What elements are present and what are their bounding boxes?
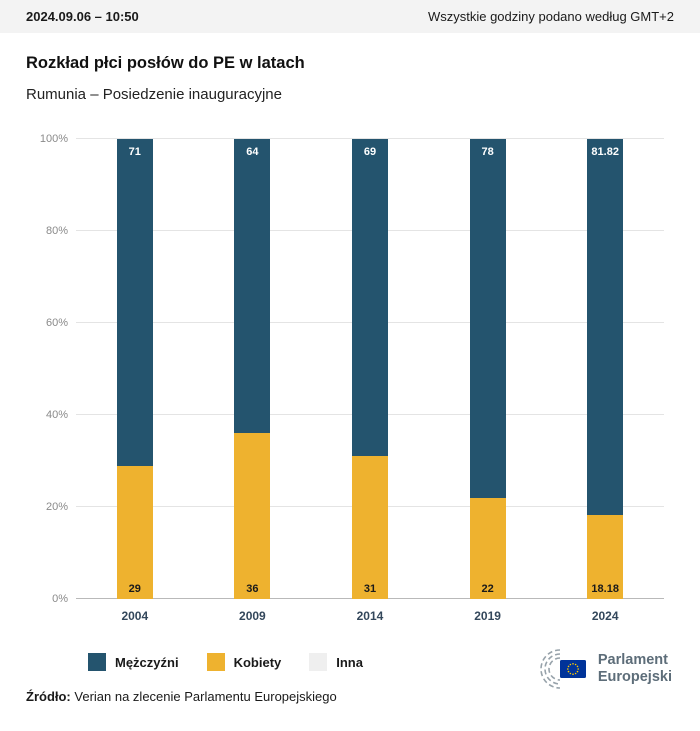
x-axis: 2004 2009 2014 2019 2024 — [76, 609, 664, 623]
gender-distribution-chart: 71 29 64 36 69 31 78 22 81.82 18.18 0% 20% 40% 60% 80… — [28, 131, 664, 631]
title-block: Rozkład płci posłów do PE w latach Rumun… — [0, 33, 700, 103]
y-tick-label: 40% — [45, 409, 68, 421]
stacked-bar-2024: 81.82 18.18 — [587, 139, 624, 599]
value-label: 18.18 — [591, 582, 619, 595]
x-tick-label: 2004 — [121, 609, 149, 623]
legend-label: Mężczyźni — [115, 654, 179, 670]
ep-logo-line2: Europejski — [597, 669, 672, 685]
ep-logo-line1: Parlament — [597, 652, 668, 669]
stacked-bar-2019: 78 22 — [469, 139, 506, 599]
value-label: 78 — [481, 146, 494, 158]
footer-section: Mężczyźni Kobiety Inna Źródło: Verian na z… — [26, 649, 674, 704]
timezone-note: Wszystkie godziny podano według GMT+2 — [427, 9, 674, 24]
y-tick-label: 0% — [52, 593, 68, 605]
legend-item-Mężczyźni: Mężczyźni — [88, 653, 179, 671]
y-tick-label: 100% — [39, 133, 68, 145]
plot-area: 71 29 64 36 69 31 78 22 81.82 18.18 0% 20% 40% 60% 80… — [40, 133, 664, 605]
source-line: Źródło: Verian na zlecenie Parlamentu Eu… — [26, 689, 674, 704]
value-label: 71 — [128, 146, 141, 158]
segment-Mężczyźni-2019: 78 — [469, 139, 506, 498]
y-tick-label: 80% — [45, 225, 68, 237]
bars-container: 71 29 64 36 69 31 78 22 81.82 18.18 — [76, 139, 664, 599]
page-title: Rozkład płci posłów do PE w latach — [26, 54, 305, 72]
bar-column-2004: 71 29 — [76, 139, 194, 599]
y-tick-label: 60% — [45, 317, 68, 329]
source-label: Źródło: — [26, 689, 71, 704]
stacked-bar-2014: 69 31 — [351, 139, 388, 599]
value-label: 29 — [128, 582, 141, 595]
segment-Mężczyźni-2009: 64 — [234, 139, 271, 434]
value-label: 22 — [481, 582, 494, 595]
bar-column-2024: 81.82 18.18 — [546, 139, 664, 599]
segment-Kobiety-2024: 18.18 — [587, 515, 624, 599]
legend-label: Kobiety — [233, 654, 282, 670]
value-label: 69 — [363, 146, 377, 158]
page-subtitle: Rumunia – Posiedzenie inauguracyjne — [26, 86, 282, 103]
legend-item-Kobiety: Kobiety — [206, 653, 282, 671]
value-label: 31 — [363, 582, 377, 595]
segment-Mężczyźni-2024: 81.82 — [587, 139, 624, 516]
legend-swatch — [309, 653, 328, 671]
gridline — [76, 138, 664, 139]
stacked-bar-2004: 71 29 — [116, 139, 153, 599]
y-tick-label: 20% — [45, 501, 68, 513]
legend-swatch — [88, 653, 106, 671]
value-label: 81.82 — [591, 146, 619, 158]
bar-column-2019: 78 22 — [429, 139, 547, 599]
source-text: Verian na zlecenie Parlamentu Europejski… — [74, 689, 337, 704]
segment-Kobiety-2009: 36 — [234, 433, 271, 599]
segment-Kobiety-2004: 29 — [116, 465, 153, 599]
bar-column-2014: 69 31 — [311, 139, 429, 599]
eu-flag-icon — [559, 660, 586, 678]
chart-legend: Mężczyźni Kobiety Inna — [88, 653, 674, 671]
x-tick-label: 2009 — [239, 609, 266, 623]
segment-Mężczyźni-2014: 69 — [351, 139, 388, 457]
legend-item-Inna: Inna — [309, 653, 363, 671]
legend-label: Inna — [336, 654, 363, 670]
ep-logo: Parlament Europejski — [524, 647, 672, 691]
top-bar: 2024.09.06 – 10:50 Wszystkie godziny pod… — [0, 0, 700, 33]
stacked-bar-2009: 64 36 — [234, 139, 271, 599]
bar-column-2009: 64 36 — [194, 139, 312, 599]
segment-Mężczyźni-2004: 71 — [116, 139, 153, 466]
legend-swatch — [206, 653, 225, 671]
x-tick-label: 2024 — [591, 609, 619, 623]
ep-logo-text: Parlament Europejski — [598, 652, 672, 685]
value-label: 36 — [246, 582, 259, 595]
segment-Kobiety-2014: 31 — [351, 456, 388, 599]
x-tick-label: 2014 — [356, 609, 384, 623]
value-label: 64 — [246, 146, 259, 158]
datetime-label: 2024.09.06 – 10:50 — [26, 9, 139, 24]
segment-Kobiety-2019: 22 — [469, 497, 506, 599]
x-tick-label: 2019 — [474, 609, 501, 623]
ep-hemicycle-icon — [540, 649, 586, 689]
